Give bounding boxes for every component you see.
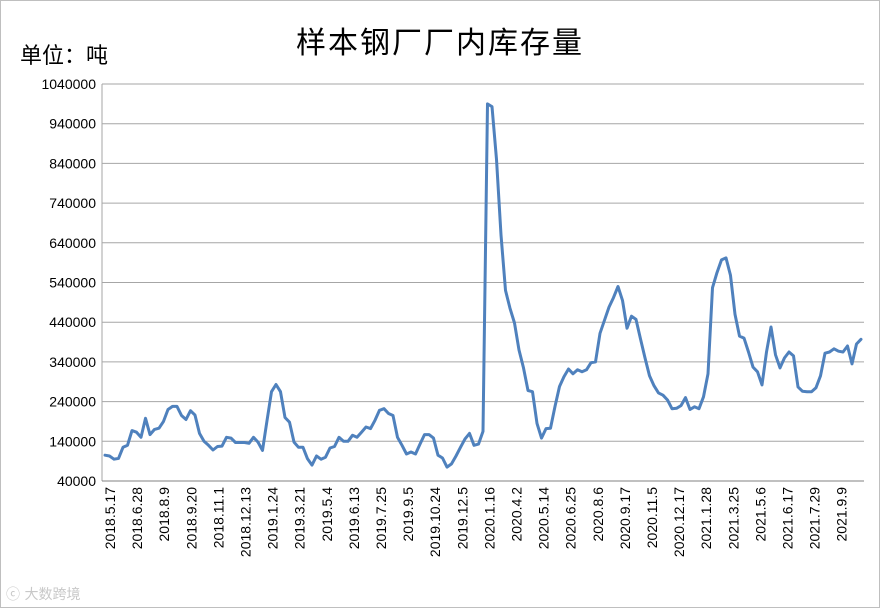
gridlines — [102, 83, 864, 482]
y-tick-label: 840000 — [49, 155, 96, 171]
series-group — [103, 102, 863, 469]
x-tick-label: 2021.5.6 — [752, 487, 768, 542]
y-axis-ticks: 40000 140000 240000 340000 440000 540000 64000… — [41, 76, 96, 489]
x-tick-label: 2019.9.5 — [400, 487, 416, 542]
y-tick-label: 640000 — [49, 235, 96, 251]
x-tick-label: 2021.1.28 — [698, 487, 714, 549]
x-tick-label: 2020.1.16 — [481, 487, 497, 549]
y-tick-label: 40000 — [57, 473, 96, 489]
x-tick-label: 2020.5.14 — [536, 487, 552, 549]
x-tick-label: 2019.12.5 — [454, 487, 470, 549]
x-axis — [101, 84, 864, 482]
unit-label: 单位：吨 — [20, 44, 109, 69]
x-tick-label: 2020.8.6 — [590, 487, 606, 542]
y-tick-label: 1040000 — [41, 76, 96, 92]
x-tick-label: 2020.6.25 — [563, 487, 579, 549]
watermark-logo-icon: ⓒ — [6, 587, 20, 603]
x-tick-label: 2018.12.13 — [238, 487, 254, 557]
x-tick-label: 2018.11.1 — [210, 487, 226, 548]
y-tick-label: 740000 — [49, 195, 96, 211]
y-tick-label: 240000 — [49, 394, 96, 410]
x-tick-label: 2018.9.20 — [183, 487, 199, 549]
x-tick-label: 2020.12.17 — [671, 487, 687, 557]
chart-title: 样本钢厂厂内库存量 — [296, 26, 584, 61]
x-tick-label: 2020.9.17 — [617, 487, 633, 549]
x-axis-ticks: 2018.5.17 2018.6.28 2018.8.9 2018.9.20 2018.… — [102, 487, 850, 557]
x-tick-label: 2021.6.17 — [780, 487, 796, 549]
x-tick-label: 2019.1.24 — [265, 487, 281, 549]
watermark: ⓒ 大数跨境 — [6, 584, 80, 604]
x-tick-label: 2021.7.29 — [807, 487, 823, 549]
y-tick-label: 940000 — [49, 116, 96, 132]
x-tick-label: 2021.3.25 — [725, 487, 741, 549]
y-tick-label: 440000 — [49, 314, 96, 330]
x-tick-label: 2021.9.9 — [834, 487, 850, 542]
x-tick-label: 2018.6.28 — [129, 487, 145, 549]
watermark-text: 大数跨境 — [24, 587, 81, 603]
x-tick-label: 2019.7.25 — [373, 487, 389, 549]
x-tick-label: 2018.8.9 — [156, 487, 172, 542]
x-tick-label: 2019.3.21 — [292, 487, 308, 549]
y-tick-label: 340000 — [49, 354, 96, 370]
x-tick-label: 2019.6.13 — [346, 487, 362, 549]
x-tick-label: 2018.5.17 — [102, 487, 118, 549]
x-tick-label: 2019.10.24 — [427, 487, 443, 557]
x-tick-label: 2020.11.5 — [644, 487, 660, 548]
x-tick-label: 2019.5.4 — [319, 487, 335, 542]
y-tick-label: 540000 — [49, 275, 96, 291]
series-line — [103, 102, 863, 469]
y-tick-label: 140000 — [49, 433, 96, 449]
x-tick-label: 2020.4.2 — [509, 487, 525, 542]
